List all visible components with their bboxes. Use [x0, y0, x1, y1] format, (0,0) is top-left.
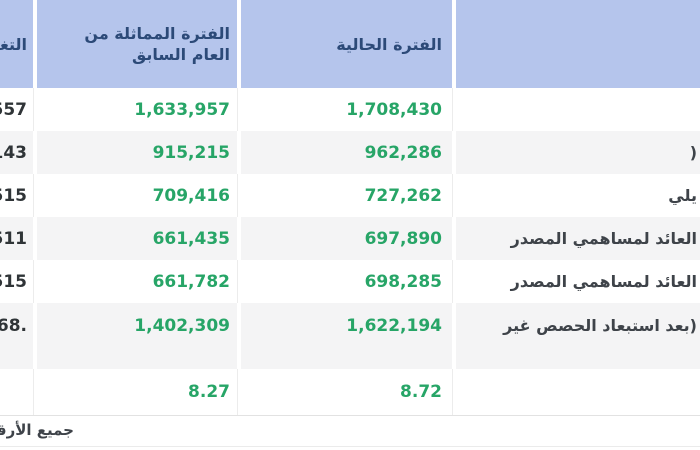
current-period-value-cell: 8.72	[237, 369, 452, 415]
previous-period-value: 915,215	[152, 142, 230, 163]
previous-period-value-cell: 1,633,957	[33, 88, 237, 131]
item-label-cell	[452, 88, 700, 131]
change-value-cell: 511	[0, 217, 33, 260]
table-row: .68 1,402,309 1,622,194 (بعد استبعاد الح…	[0, 303, 700, 369]
financial-table: التغير الفترة المماثلة من العام السابق ا…	[0, 0, 700, 415]
item-label: (	[689, 142, 697, 162]
table-header-row: التغير الفترة المماثلة من العام السابق ا…	[0, 0, 700, 88]
previous-period-value: 661,435	[152, 228, 230, 249]
current-period-value: 962,286	[364, 142, 442, 163]
footnote-text: جميع الأرقام	[0, 421, 74, 439]
current-period-column-header-label: الفترة الحالية	[336, 34, 442, 54]
change-value-cell	[0, 369, 33, 415]
previous-period-column-header-label: الفترة المماثلة من العام السابق	[84, 24, 230, 64]
current-period-value: 697,890	[364, 228, 442, 249]
change-column-header: التغير	[0, 0, 33, 88]
current-period-value-cell: 727,262	[237, 174, 452, 217]
item-label-cell: (	[452, 131, 700, 174]
table-row: 515 709,416 727,262 يلي	[0, 174, 700, 217]
change-value: 515	[0, 271, 27, 292]
table-row: 515 661,782 698,285 العائد لمساهمي المصد…	[0, 260, 700, 303]
change-value-cell: 143	[0, 131, 33, 174]
item-column-header	[452, 0, 700, 88]
current-period-value-cell: 697,890	[237, 217, 452, 260]
current-period-value-cell: 962,286	[237, 131, 452, 174]
item-label: يلي	[668, 185, 697, 205]
change-value-cell: 515	[0, 174, 33, 217]
change-value: 557	[0, 99, 27, 120]
previous-period-value: 661,782	[152, 271, 230, 292]
previous-period-value: 709,416	[152, 185, 230, 206]
page-bottom-divider	[0, 446, 700, 447]
current-period-value: 1,708,430	[346, 99, 442, 120]
current-period-value: 8.72	[400, 382, 442, 402]
change-value: .68	[0, 316, 27, 336]
table-bottom-divider	[0, 415, 700, 416]
previous-period-value-cell: 709,416	[33, 174, 237, 217]
change-value: 515	[0, 185, 27, 206]
item-label-cell: العائد لمساهمي المصدر	[452, 260, 700, 303]
previous-period-value-cell: 8.27	[33, 369, 237, 415]
previous-period-value: 1,633,957	[134, 99, 230, 120]
current-period-column-header: الفترة الحالية	[237, 0, 452, 88]
change-value-cell: 515	[0, 260, 33, 303]
previous-period-value-cell: 915,215	[33, 131, 237, 174]
table-row: 511 661,435 697,890 العائد لمساهمي المصد…	[0, 217, 700, 260]
previous-period-value-cell: 661,782	[33, 260, 237, 303]
current-period-value: 1,622,194	[346, 316, 442, 336]
current-period-value-cell: 1,622,194	[237, 303, 452, 369]
table-row: 143 915,215 962,286 (	[0, 131, 700, 174]
current-period-value: 698,285	[364, 271, 442, 292]
table-row: 557 1,633,957 1,708,430	[0, 88, 700, 131]
item-label: العائد لمساهمي المصدر	[510, 271, 697, 291]
change-value: 143	[0, 142, 27, 163]
item-label-cell: العائد لمساهمي المصدر	[452, 217, 700, 260]
previous-period-value: 1,402,309	[134, 316, 230, 336]
change-value-cell: .68	[0, 303, 33, 369]
item-label-cell: (بعد استبعاد الحصص غير	[452, 303, 700, 369]
current-period-value-cell: 698,285	[237, 260, 452, 303]
current-period-value-cell: 1,708,430	[237, 88, 452, 131]
previous-period-column-header: الفترة المماثلة من العام السابق	[33, 0, 237, 88]
change-column-header-label: التغير	[0, 34, 27, 54]
previous-period-value-cell: 1,402,309	[33, 303, 237, 369]
item-label: (بعد استبعاد الحصص غير	[503, 316, 697, 335]
change-value: 511	[0, 228, 27, 249]
table-row: 8.27 8.72	[0, 369, 700, 415]
previous-period-value-cell: 661,435	[33, 217, 237, 260]
previous-period-value: 8.27	[188, 382, 230, 402]
change-value-cell: 557	[0, 88, 33, 131]
item-label-cell: يلي	[452, 174, 700, 217]
item-label: العائد لمساهمي المصدر	[510, 228, 697, 248]
item-label-cell	[452, 369, 700, 415]
current-period-value: 727,262	[364, 185, 442, 206]
